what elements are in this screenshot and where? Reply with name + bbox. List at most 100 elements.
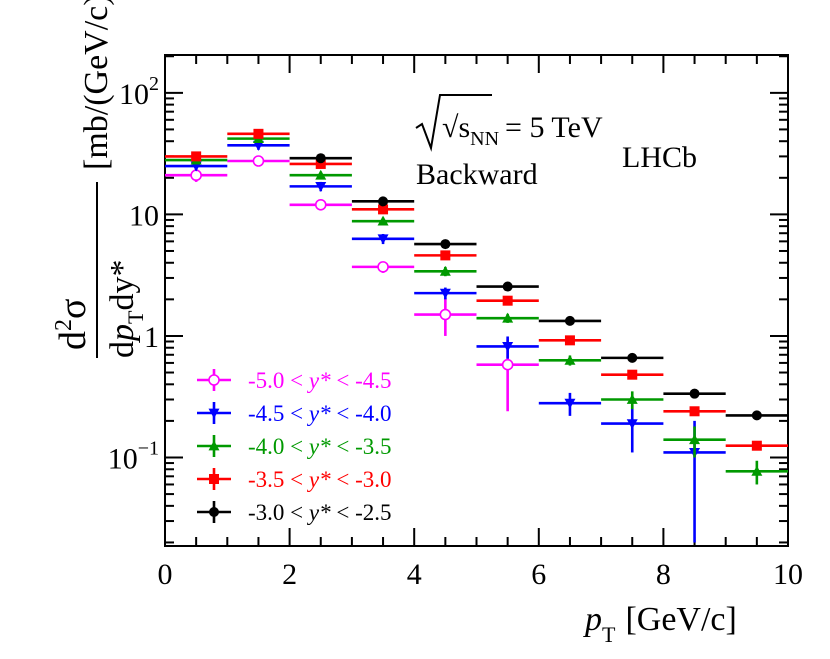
y-numerator: d2σ — [51, 299, 94, 350]
data-point — [252, 140, 264, 151]
data-point — [377, 234, 389, 245]
y-num-sup: 2 — [51, 319, 77, 331]
legend-var: y* — [307, 401, 331, 426]
legend-post: < -3.0 — [331, 467, 392, 492]
data-point — [627, 369, 638, 380]
x-var-sub: T — [602, 622, 616, 647]
energy-label: √sNN = 5 TeV — [442, 111, 603, 150]
legend-label: -4.0 < y* < -3.5 — [248, 434, 392, 459]
data-point — [208, 374, 220, 386]
data-point — [440, 250, 451, 261]
y-tick-label: 10 — [129, 199, 159, 232]
data-point — [627, 352, 638, 363]
y-tick-exp: 2 — [149, 73, 159, 95]
data-point — [209, 507, 219, 517]
data-point — [208, 440, 220, 451]
x-unit: [GeV/c] — [625, 601, 736, 638]
legend-label: -3.0 < y* < -2.5 — [248, 500, 392, 525]
y-axis-title: d2σ dpTdy* [mb/(GeV/c)] — [51, 0, 148, 358]
y-den-p: p — [104, 324, 141, 343]
series-3 — [165, 128, 788, 451]
legend-entry-3: -3.5 < y* < -3.0 — [197, 467, 392, 492]
data-point — [315, 169, 327, 180]
data-point — [626, 393, 638, 404]
x-tick-label: 10 — [773, 558, 803, 591]
data-point — [378, 204, 389, 215]
legend: -5.0 < y* < -4.5 -4.5 < y* < -4.0 -4.0 < y… — [197, 368, 392, 525]
legend-entry-1: -4.5 < y* < -4.0 — [197, 401, 392, 426]
sqrt-symbol — [415, 94, 492, 152]
data-point — [439, 288, 451, 299]
data-point — [564, 398, 576, 409]
legend-post: < -3.5 — [331, 434, 392, 459]
data-point — [564, 315, 575, 326]
y-den-d1: d — [104, 341, 141, 358]
legend-pre: -3.0 < — [248, 500, 309, 525]
data-point — [209, 474, 219, 484]
data-point — [626, 419, 638, 430]
x-axis-title: pT [GeV/c] — [583, 601, 737, 647]
y-num-d: d — [52, 331, 94, 350]
legend-pre: -4.0 < — [248, 434, 309, 459]
data-point — [751, 465, 763, 476]
data-point — [377, 261, 389, 273]
data-point — [314, 198, 327, 211]
series-2 — [165, 133, 788, 485]
legend-entry-0: -5.0 < y* < -4.5 — [197, 368, 392, 393]
legend-label: -4.5 < y* < -4.0 — [248, 401, 392, 426]
x-tick-label: 8 — [656, 558, 671, 591]
legend-post: < -4.0 — [331, 401, 392, 426]
legend-pre: -5.0 < — [248, 368, 309, 393]
data-point — [502, 312, 514, 323]
direction-label: Backward — [416, 158, 538, 191]
y-unit: [mb/(GeV/c)] — [78, 0, 115, 170]
y-tick-base: 1 — [144, 321, 159, 354]
legend-entry-2: -4.0 < y* < -3.5 — [197, 434, 392, 459]
y-den-d2: dy* — [104, 260, 141, 311]
data-point — [378, 196, 389, 207]
data-point — [564, 354, 576, 365]
data-point — [253, 128, 264, 139]
data-point — [751, 440, 762, 451]
data-point — [502, 295, 513, 306]
legend-label: -3.5 < y* < -3.0 — [248, 467, 392, 492]
y-denominator: dpTdy* — [104, 260, 148, 358]
x-tick-label: 2 — [282, 558, 297, 591]
data-point — [439, 308, 452, 321]
data-point — [439, 265, 451, 276]
y-tick-label: 1 — [144, 321, 159, 354]
legend-label: -5.0 < y* < -4.5 — [248, 368, 392, 393]
data-point — [564, 335, 575, 346]
data-point — [377, 215, 389, 226]
data-point — [502, 342, 514, 352]
data-point — [501, 358, 514, 371]
data-point — [689, 434, 701, 445]
legend-pre: -4.5 < — [248, 401, 309, 426]
y-tick-base: 10 — [119, 78, 149, 111]
data-point — [208, 408, 220, 419]
legend-post: < -2.5 — [331, 500, 392, 525]
y-tick-label: 102 — [119, 73, 159, 111]
legend-var: y* — [307, 434, 331, 459]
y-tick-label: 10−1 — [108, 437, 159, 475]
data-point — [315, 181, 327, 192]
data-point — [191, 151, 202, 162]
experiment-label: LHCb — [622, 141, 697, 174]
energy-sub: NN — [470, 128, 499, 150]
data-point — [190, 169, 202, 182]
series-layer — [165, 128, 788, 543]
y-den-sub: T — [123, 310, 148, 324]
legend-var: y* — [307, 467, 331, 492]
x-tick-label: 0 — [158, 558, 173, 591]
x-tick-label: 4 — [407, 558, 422, 591]
y-tick-base: 10 — [108, 442, 138, 475]
data-point — [440, 239, 451, 250]
legend-var: y* — [307, 500, 331, 525]
energy-s: √s — [442, 111, 470, 144]
series-4 — [289, 153, 788, 421]
y-tick-exp: −1 — [138, 437, 159, 459]
data-point — [315, 158, 326, 169]
y-tick-base: 10 — [129, 199, 159, 232]
